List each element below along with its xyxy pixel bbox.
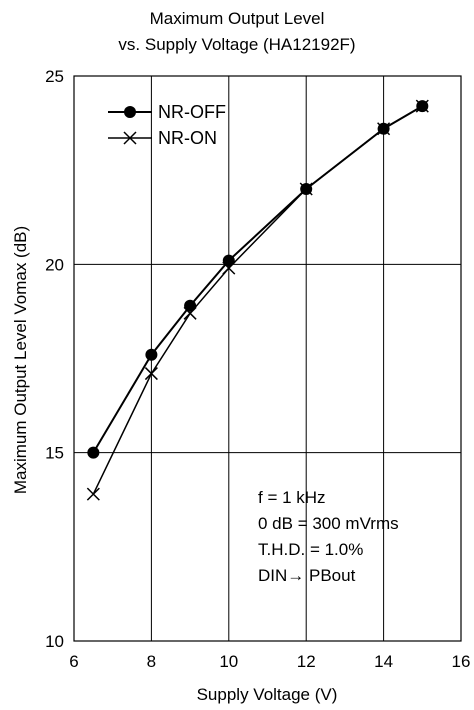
legend-marker-nr-on	[123, 131, 137, 145]
data-point-nr-on	[415, 99, 429, 113]
data-point-nr-off	[87, 446, 100, 459]
legend-label-nr-on: NR-ON	[158, 128, 217, 148]
series-line-nr-on	[92, 105, 423, 495]
x-axis-label: Supply Voltage (V)	[197, 685, 338, 704]
x-tick-label: 10	[219, 652, 238, 671]
legend-marker-nr-off	[124, 106, 136, 118]
data-point-nr-on	[144, 367, 158, 381]
x-tick-label: 12	[297, 652, 316, 671]
data-point-nr-on	[377, 122, 391, 136]
plot-frame	[73, 75, 462, 642]
note-signal-path: DIN→ PBout	[258, 566, 356, 585]
y-tick-label: 20	[45, 255, 64, 274]
legend: NR-OFF NR-ON	[108, 102, 226, 148]
grid-lines	[74, 76, 461, 641]
data-point-nr-off	[222, 254, 235, 267]
chart-title-line-1: Maximum Output Level	[150, 9, 325, 28]
y-tick-labels: 10 15 20 25	[45, 67, 64, 651]
y-tick-label: 15	[45, 444, 64, 463]
data-point-nr-off	[145, 348, 158, 361]
x-tick-label: 6	[69, 652, 78, 671]
x-tick-label: 8	[147, 652, 156, 671]
data-point-nr-on	[86, 487, 100, 501]
x-tick-label: 16	[452, 652, 471, 671]
legend-label-nr-off: NR-OFF	[158, 102, 226, 122]
series-line-nr-off	[92, 105, 423, 454]
note-thd: T.H.D. = 1.0%	[258, 540, 363, 559]
y-axis-label: Maximum Output Level Vomax (dB)	[11, 226, 30, 494]
note-reference-level: 0 dB = 300 mVrms	[258, 514, 399, 533]
conditions-note: f = 1 kHz 0 dB = 300 mVrms T.H.D. = 1.0%…	[258, 488, 399, 585]
data-point-nr-on	[299, 182, 313, 196]
x-tick-labels: 6 8 10 12 14 16	[69, 652, 470, 671]
chart-title-line-2: vs. Supply Voltage (HA12192F)	[118, 35, 355, 54]
y-tick-label: 10	[45, 632, 64, 651]
data-point-nr-on	[183, 306, 197, 320]
y-tick-label: 25	[45, 67, 64, 86]
data-point-nr-on	[222, 261, 236, 275]
x-tick-label: 14	[374, 652, 393, 671]
note-frequency: f = 1 kHz	[258, 488, 326, 507]
series-group	[86, 99, 429, 501]
